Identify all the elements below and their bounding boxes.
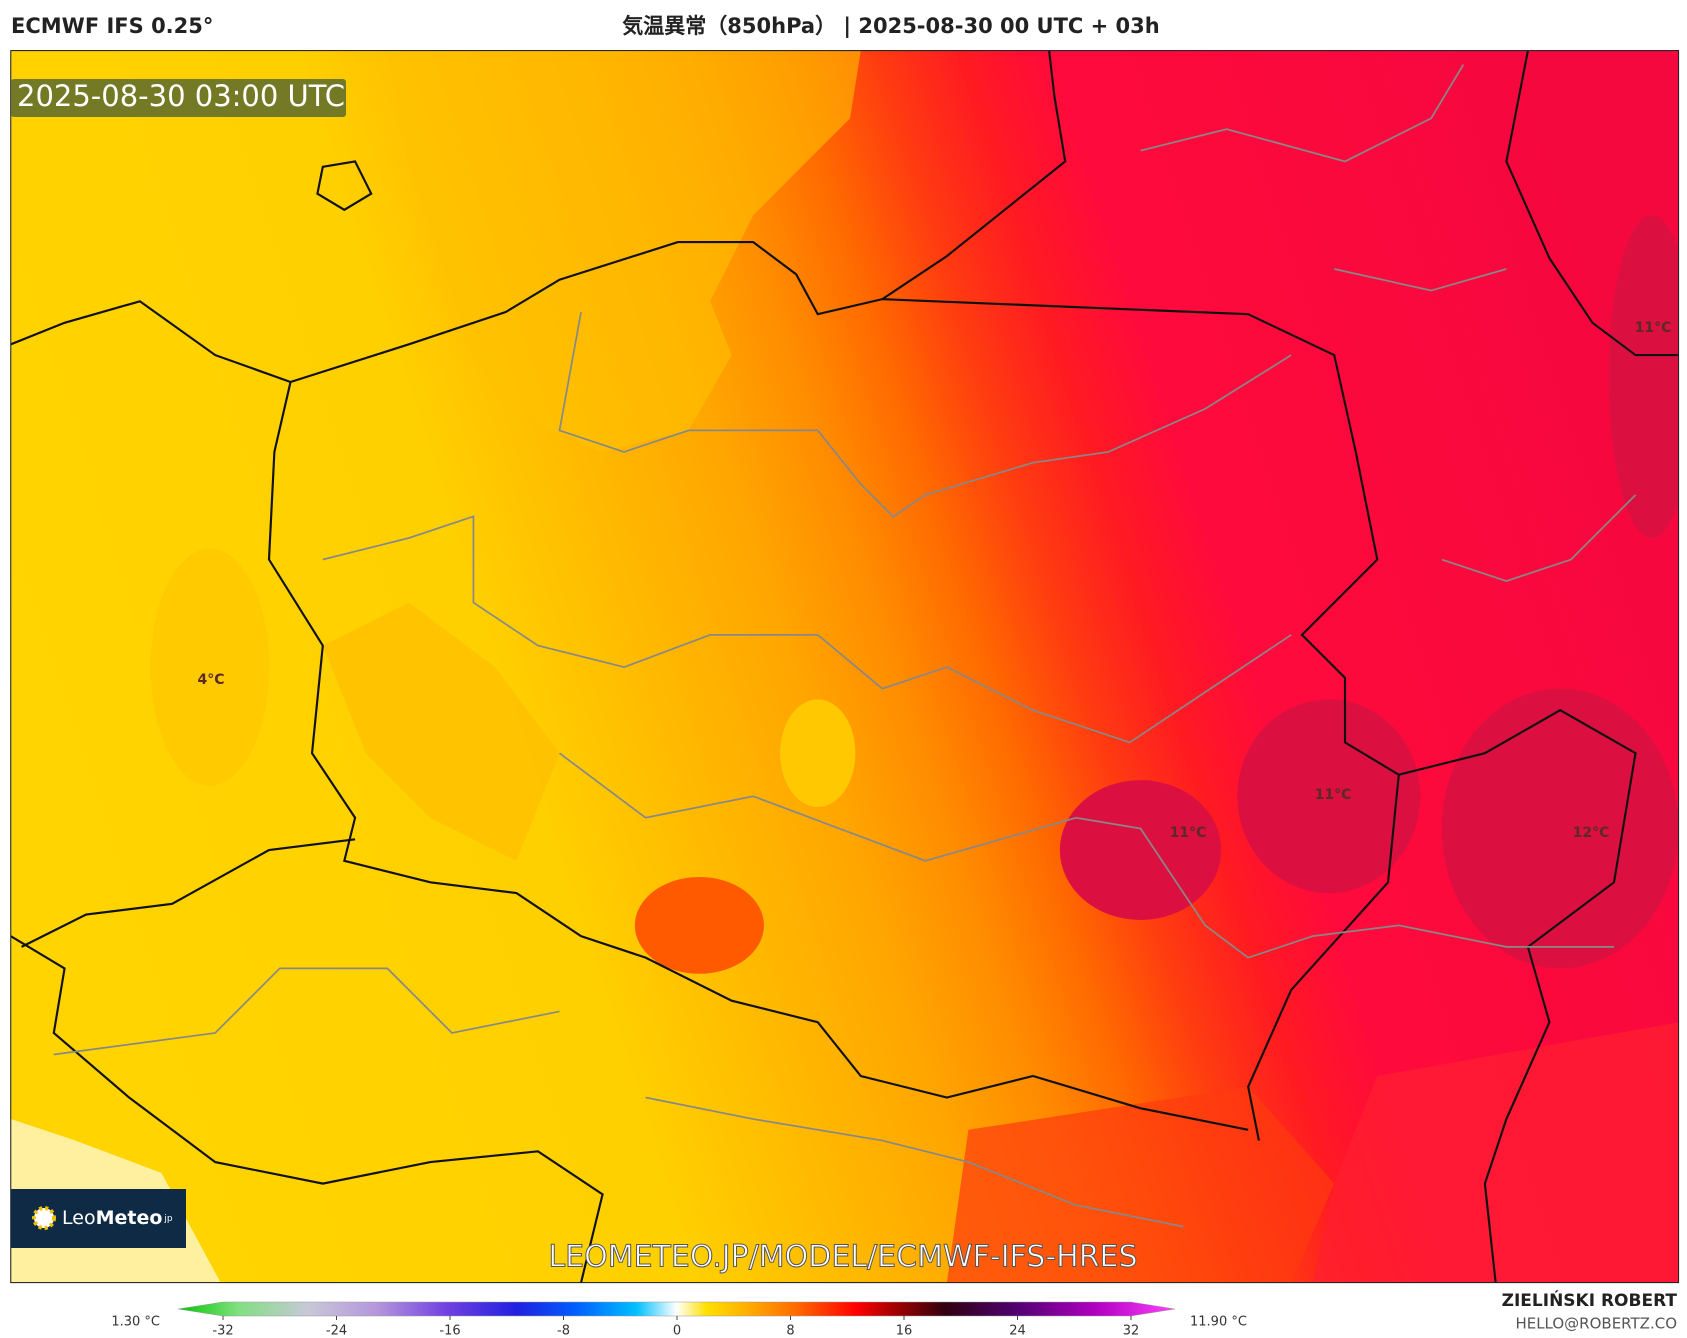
colorbar-tick-label: 0 [673, 1324, 681, 1338]
region-line [1140, 64, 1637, 582]
colorbar-tick-label: 16 [896, 1324, 913, 1338]
map [10, 50, 1680, 1284]
region-line [559, 752, 1614, 959]
border [1398, 708, 1637, 1283]
contour [150, 548, 269, 786]
map-title: 気温異常（850hPa） | 2025-08-30 00 UTC + 03h [622, 14, 1159, 39]
colorbar-min: 1.30 °C [111, 1315, 160, 1330]
border [267, 381, 1249, 1131]
colorbar-tick-label: -24 [326, 1324, 347, 1338]
logo-leo: Leo [62, 1207, 96, 1229]
contour [1237, 699, 1421, 894]
credit-email: HELLO@ROBERTZ.CO [1515, 1315, 1677, 1333]
timestamp-box [11, 79, 346, 117]
border [10, 935, 604, 1283]
border [1505, 50, 1679, 357]
contour [1441, 688, 1679, 969]
contour-label: 11°C [1635, 320, 1672, 336]
logo-meteo: Meteo [96, 1207, 163, 1229]
region-line [322, 515, 1292, 744]
region-line [558, 311, 1292, 518]
colorbar-max: 11.90 °C [1190, 1315, 1247, 1330]
region-line [53, 967, 1184, 1228]
watermark: LEOMETEO.JP/MODEL/ECMWF-IFS-HRES [548, 1240, 1137, 1275]
contour [387, 50, 861, 452]
model-name: ECMWF IFS 0.25° [11, 14, 213, 38]
contour [322, 602, 560, 861]
colorbar-tick-label: 8 [786, 1324, 794, 1338]
colorbar-tick-label: -32 [212, 1324, 233, 1338]
contour-label: 11°C [1170, 825, 1207, 841]
colorbar-tick-label: 32 [1123, 1324, 1140, 1338]
border [882, 298, 1400, 1141]
contour [1608, 215, 1679, 538]
logo-text: LeoMeteo jp [62, 1207, 173, 1229]
colorbar-tick-label: 24 [1009, 1324, 1026, 1338]
credit-name: ZIELIŃSKI ROBERT [1502, 1289, 1678, 1311]
colorbar-tick-label: -8 [557, 1324, 570, 1338]
coastline [10, 50, 1067, 384]
island [316, 160, 373, 212]
colorbar-tick-label: -16 [439, 1324, 460, 1338]
contour-label: 4°C [197, 672, 224, 688]
timestamp: 2025-08-30 03:00 UTC [17, 79, 345, 113]
map-frame [10, 50, 1680, 1284]
contour [1059, 780, 1222, 920]
logo-sun [32, 1206, 56, 1230]
contour [634, 876, 764, 974]
colorbar [177, 1301, 1176, 1317]
border [21, 838, 356, 948]
logo-tld: jp [163, 1214, 173, 1224]
contour-label: 11°C [1315, 787, 1352, 803]
colorbar-ramp [177, 1301, 1176, 1317]
contour [946, 1086, 1335, 1283]
contour [780, 699, 856, 807]
contour-label: 12°C [1573, 825, 1610, 841]
